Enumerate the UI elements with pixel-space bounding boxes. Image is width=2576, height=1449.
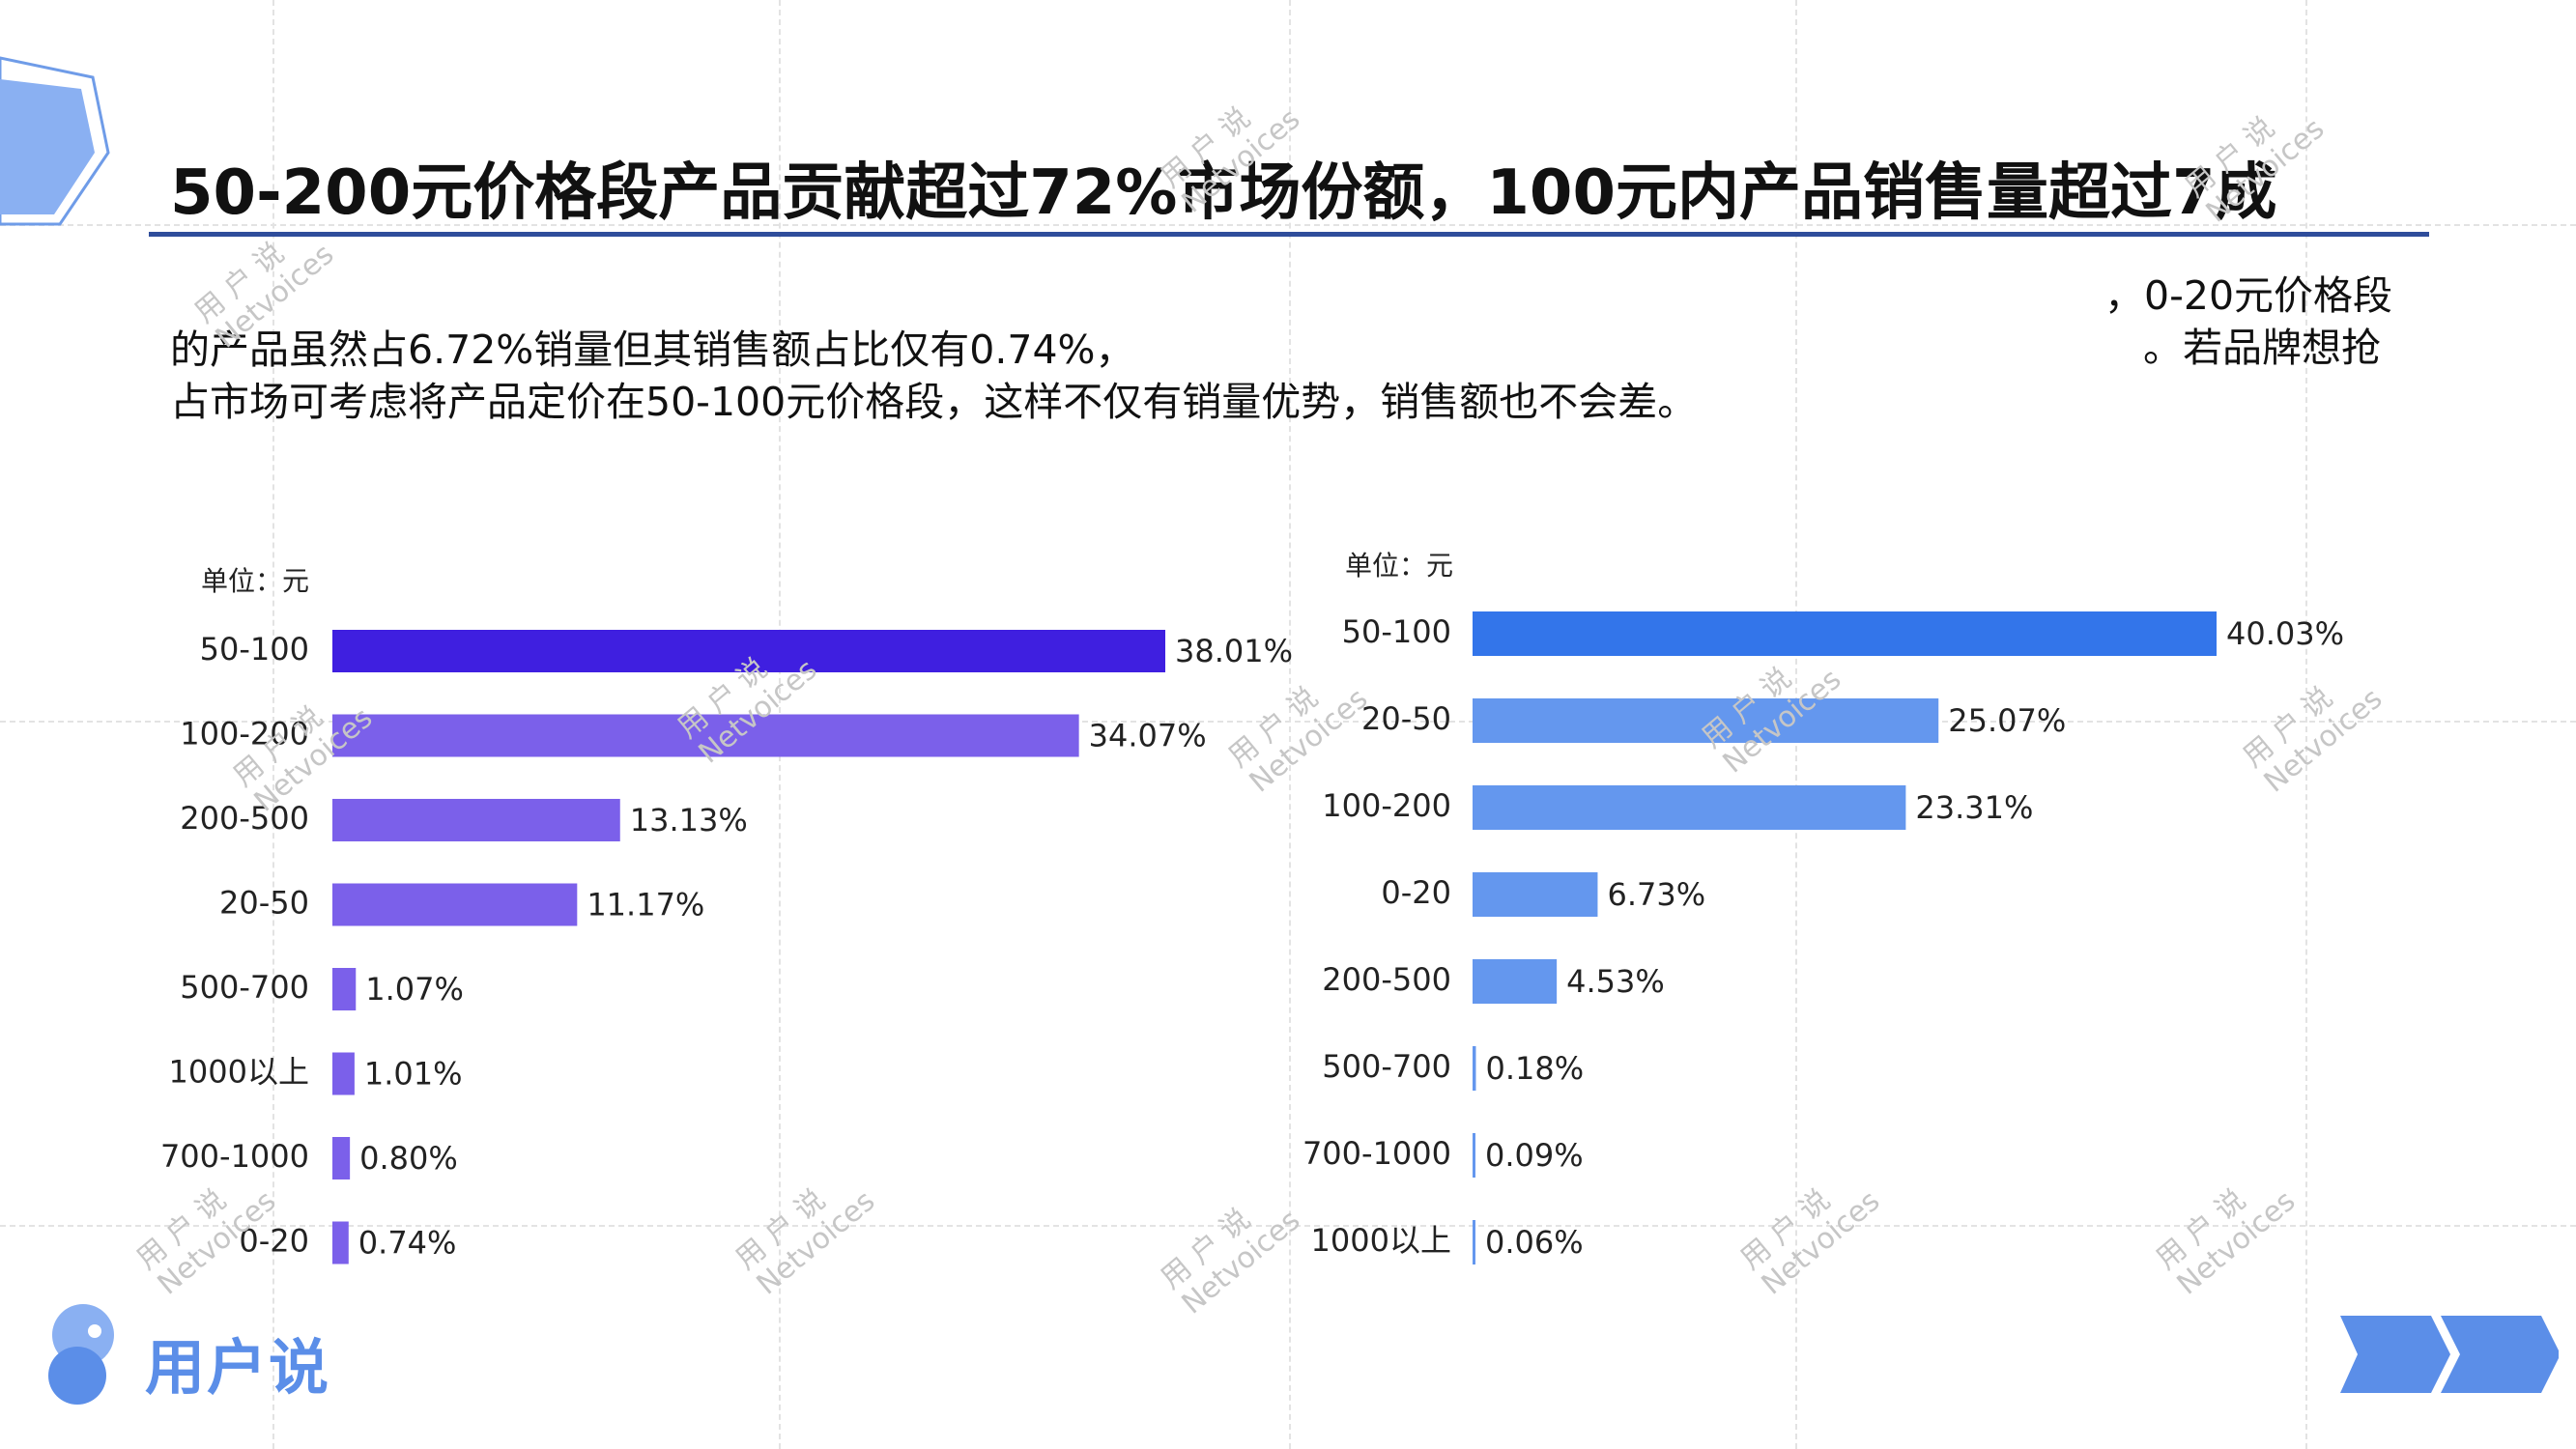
data-label: 0.09% [1485,1137,1584,1174]
data-label: 0.74% [358,1225,457,1262]
data-label: 0.06% [1485,1224,1584,1261]
bar [332,883,578,926]
category-label: 200-500 [1322,961,1451,998]
category-label: 1000以上 [1311,1222,1451,1259]
data-label: 38.01% [1175,633,1293,669]
category-label: 0-20 [239,1223,309,1260]
bar [1473,959,1558,1004]
data-label: 6.73% [1607,876,1705,913]
data-label: 11.17% [587,887,704,923]
data-label: 1.01% [364,1056,463,1093]
category-label: 1000以上 [169,1054,309,1091]
category-label: 700-1000 [1302,1135,1451,1172]
summary-text-line-1: 的产品虽然占6.72%销量但其销售额占比仅有0.74%， [170,327,1135,373]
right-chart-unit-label: 单位：元 [1345,550,1454,582]
grid-line [1289,0,1291,1449]
category-label: 500-700 [180,969,309,1006]
category-label: 100-200 [1322,787,1451,824]
category-label: 500-700 [1322,1048,1451,1085]
chevron-arrows-icon [2340,1316,2559,1393]
logo-text: 用户说 [145,1332,331,1403]
bar [332,799,620,841]
bar [332,1137,351,1179]
data-label: 4.53% [1566,963,1665,1000]
bar [1473,1133,1475,1178]
category-label: 20-50 [1361,700,1451,737]
bar [332,968,357,1010]
data-label: 23.31% [1915,789,2033,826]
grid-line [0,721,2576,723]
page-title: 50-200元价格段产品贡献超过72%市场份额，100元内产品销售量超过7成 [170,157,2277,229]
data-label: 0.18% [1485,1050,1584,1087]
grid-line [0,1225,2576,1227]
title-divider [149,232,2429,237]
data-label: 40.03% [2226,615,2344,652]
grid-line [272,0,274,1449]
data-label: 25.07% [1948,702,2066,739]
category-label: 20-50 [219,885,309,922]
bar [1473,872,1598,917]
category-label: 0-20 [1381,874,1451,911]
data-label: 13.13% [630,802,748,838]
bar [332,1052,355,1095]
bar [332,1221,349,1264]
category-label: 200-500 [180,800,309,837]
category-label: 50-100 [200,631,309,668]
bar [332,714,1079,757]
data-label: 1.07% [365,971,464,1008]
bar [332,630,1165,672]
grid-line [0,224,2576,226]
grid-line [2305,0,2307,1449]
corner-hexagon-icon [0,56,110,226]
summary-text-right-2: 。若品牌想抢 [2143,325,2381,371]
data-label: 0.80% [359,1140,458,1177]
category-label: 50-100 [1342,613,1451,650]
bar [1473,611,2217,656]
data-label: 34.07% [1089,718,1207,754]
category-label: 700-1000 [160,1138,309,1175]
category-label: 100-200 [180,716,309,753]
summary-text-line-2: 占市场可考虑将产品定价在50-100元价格段，这样不仅有销量优势，销售额也不会差… [170,379,1698,425]
bar [1473,1220,1475,1264]
logo-icon [48,1304,114,1405]
bar [1473,785,1906,830]
bar [1473,1046,1476,1091]
bar [1473,698,1939,743]
left-chart-unit-label: 单位：元 [201,565,310,597]
summary-text-right-1: ，0-20元价格段 [2104,272,2393,319]
